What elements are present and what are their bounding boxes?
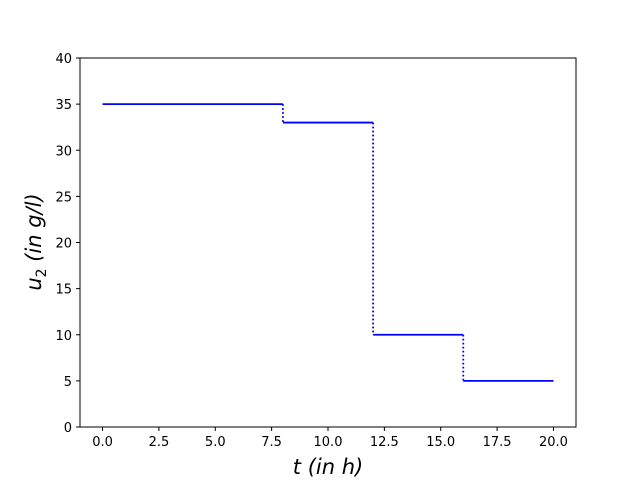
y-tick-label: 40: [55, 52, 72, 67]
y-tick-label: 15: [55, 283, 72, 298]
y-tick-label: 30: [55, 144, 72, 159]
x-tick-label: 7.5: [261, 435, 282, 450]
y-tick-label: 25: [55, 190, 72, 205]
y-axis-label-rest: (in g/l): [22, 193, 46, 268]
series-u2: [102, 103, 554, 382]
x-tick-label: 10.0: [314, 435, 343, 450]
y-axis-label-subscript: 2: [34, 268, 50, 277]
x-axis-label: t (in h): [293, 455, 363, 479]
y-tick-label: 5: [64, 375, 72, 390]
x-tick-label: 5.0: [205, 435, 226, 450]
y-tick-label: 35: [55, 98, 72, 113]
y-axis-label-main: u: [22, 277, 46, 290]
x-tick-label: 15.0: [426, 435, 455, 450]
x-tick-label: 0.0: [92, 435, 113, 450]
y-axis-ticks: 0 5 10 15 20 25 30 35 40: [55, 52, 80, 436]
x-tick-label: 12.5: [370, 435, 399, 450]
plot-area: [79, 57, 577, 428]
y-tick-label: 20: [55, 237, 72, 252]
y-axis-label: u2 (in g/l): [22, 193, 50, 290]
y-tick-label: 0: [64, 421, 72, 436]
x-tick-label: 2.5: [149, 435, 170, 450]
y-tick-label: 10: [55, 329, 72, 344]
x-tick-label: 20.0: [539, 435, 568, 450]
x-tick-label: 17.5: [483, 435, 512, 450]
x-axis-ticks: 0.0 2.5 5.0 7.5 10.0 12.5 15.0 17.5 20.0: [92, 427, 568, 450]
